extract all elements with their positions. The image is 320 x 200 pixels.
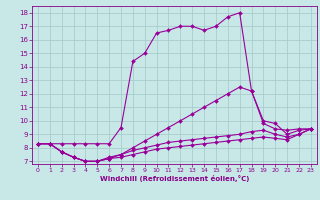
X-axis label: Windchill (Refroidissement éolien,°C): Windchill (Refroidissement éolien,°C)	[100, 175, 249, 182]
